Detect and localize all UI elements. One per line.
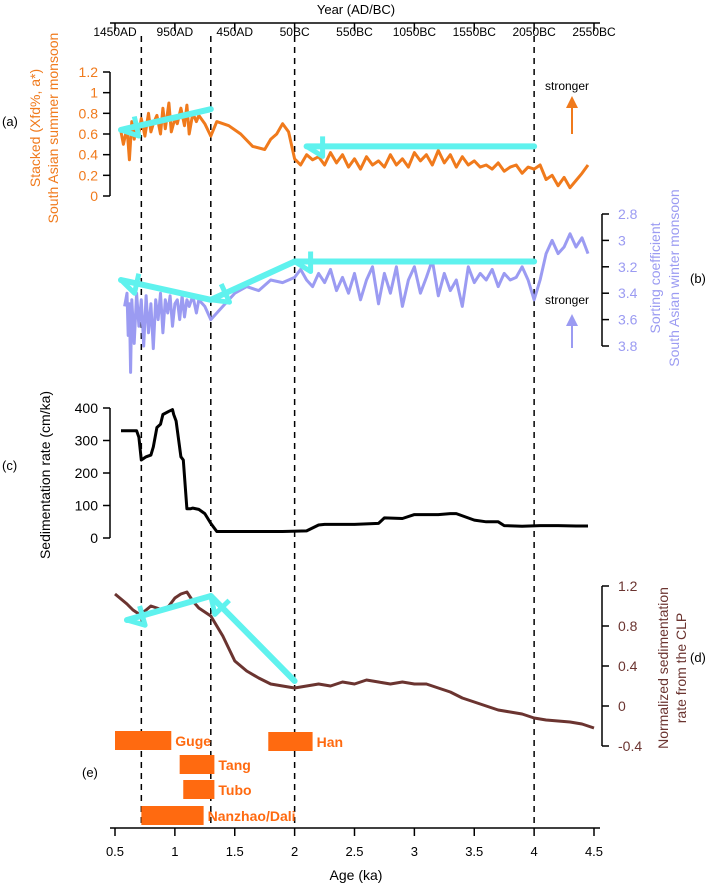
y-tick-label: 2.8 xyxy=(618,206,638,222)
x-tick-label: 3 xyxy=(411,844,418,859)
panel-c-y-axis: 0 100 200 300 400 xyxy=(75,400,111,546)
top-tick-label: 1550BC xyxy=(453,25,497,39)
panel-e: (e) Guge Tang Tubo Nanzhao/Dali Han xyxy=(82,731,343,825)
top-tick-label: 950AD xyxy=(157,25,194,39)
top-tick-label: 1450AD xyxy=(93,25,137,39)
panel-d-label: (d) xyxy=(690,650,706,665)
y-tick-label: 400 xyxy=(75,400,99,416)
y-tick-label: 0.4 xyxy=(618,658,638,674)
trend-arrow-head xyxy=(119,273,142,296)
x-tick-label: 4 xyxy=(531,844,538,859)
top-axis-title: Year (AD/BC) xyxy=(317,2,395,17)
top-tick-label: 550BC xyxy=(336,25,373,39)
trend-arrow-head xyxy=(120,115,142,139)
y-tick-label: 0.8 xyxy=(79,105,99,121)
dynasty-label: Guge xyxy=(175,733,211,749)
y-tick-label: 0.4 xyxy=(79,147,99,163)
y-tick-label: 300 xyxy=(75,433,99,449)
dynasty-bar xyxy=(115,731,172,750)
bottom-axis-ticks: 0.5 1 1.5 2 2.5 3 3.5 4 4.5 xyxy=(106,828,603,859)
trend-arrow-head xyxy=(293,251,314,274)
panel-d-y-axis: -0.4 0 0.4 0.8 1.2 xyxy=(601,578,642,754)
stronger-arrowhead-b xyxy=(566,314,578,326)
x-tick-label: 1.5 xyxy=(226,844,244,859)
panel-d-ylabel-2: rate from the CLP xyxy=(673,613,689,724)
trend-arrow-head xyxy=(305,136,326,159)
panel-d: (d) Normalized sedimentation rate from t… xyxy=(114,578,706,754)
x-tick-label: 0.5 xyxy=(106,844,124,859)
stronger-label-a: stronger xyxy=(545,79,589,93)
top-tick-label: 50BC xyxy=(280,25,310,39)
y-tick-label: 3.2 xyxy=(618,259,638,275)
y-tick-label: 0.8 xyxy=(618,618,638,634)
bottom-axis-title: Age (ka) xyxy=(330,867,383,883)
y-tick-label: 1 xyxy=(90,85,98,101)
x-tick-label: 1 xyxy=(171,844,178,859)
dynasty-label: Tang xyxy=(218,757,250,773)
dynasty-bar xyxy=(141,806,204,825)
panel-b-label: (b) xyxy=(690,271,706,286)
panel-a: (a) Stacked (Xfd%, a*) South Asian summe… xyxy=(2,33,590,224)
x-tick-label: 2.5 xyxy=(345,844,363,859)
y-tick-label: 0 xyxy=(90,188,98,204)
clp-sedimentation-line xyxy=(114,590,595,730)
top-tick-label: 2050BC xyxy=(512,25,556,39)
trend-arrows xyxy=(117,106,538,684)
y-tick-label: 3 xyxy=(618,232,626,248)
panel-d-ylabel-1: Normalized sedimentation xyxy=(655,587,671,749)
stronger-arrowhead-a xyxy=(566,96,578,108)
dynasty-bar xyxy=(179,755,215,774)
y-tick-label: 3.6 xyxy=(618,312,638,328)
panel-a-y-axis: 0 0.2 0.4 0.6 0.8 1 1.2 xyxy=(79,64,111,204)
panel-c: (c) Sedimentation rate (cm/ka) 0 100 200 30… xyxy=(2,391,588,559)
x-tick-label: 2 xyxy=(291,844,298,859)
panel-e-label: (e) xyxy=(82,765,98,780)
top-tick-label: 2550BC xyxy=(572,25,616,39)
panel-c-label: (c) xyxy=(2,458,17,473)
y-tick-label: 0 xyxy=(90,530,98,546)
summer-monsoon-line xyxy=(119,101,590,190)
top-tick-label: 450AD xyxy=(216,25,253,39)
x-tick-label: 4.5 xyxy=(585,844,603,859)
panel-b-y-axis: 2.8 3 3.2 3.4 3.6 3.8 xyxy=(601,206,638,354)
y-tick-label: 0.6 xyxy=(79,126,99,142)
panel-c-ylabel: Sedimentation rate (cm/ka) xyxy=(37,391,53,559)
stronger-label-b: stronger xyxy=(545,293,589,307)
panel-b: (b) Sorting coefficient South Asian wint… xyxy=(123,189,706,374)
panel-a-ylabel-1: Stacked (Xfd%, a*) xyxy=(27,69,43,187)
y-tick-label: 3.8 xyxy=(618,338,638,354)
y-tick-label: 0 xyxy=(618,698,626,714)
y-tick-label: 1.2 xyxy=(79,64,99,80)
dynasty-label: Tubo xyxy=(218,782,251,798)
top-axis-ticks: 1450AD 950AD 450AD 50BC 550BC 1050BC 1550BC 205… xyxy=(93,23,616,39)
trend-arrow-head xyxy=(210,283,232,305)
dynasty-bars: Guge Tang Tubo Nanzhao/Dali Han xyxy=(115,731,343,825)
panel-a-ylabel-2: South Asian summer monsoon xyxy=(45,33,61,224)
trend-arrow-shaft xyxy=(207,593,298,684)
panel-b-ylabel-2: South Asian winter monsoon xyxy=(666,189,682,366)
dynasty-bar xyxy=(268,732,313,751)
dynasty-label: Han xyxy=(317,734,343,750)
x-tick-label: 3.5 xyxy=(465,844,483,859)
dynasty-label: Nanzhao/Dali xyxy=(208,808,296,824)
panel-a-label: (a) xyxy=(2,114,18,129)
y-tick-label: 200 xyxy=(75,465,99,481)
panel-b-ylabel-1: Sorting coefficient xyxy=(647,222,663,333)
dynasty-bar xyxy=(183,780,215,799)
y-tick-label: 0.2 xyxy=(79,167,99,183)
y-tick-label: 100 xyxy=(75,498,99,514)
top-tick-label: 1050BC xyxy=(393,25,437,39)
sedimentation-rate-line xyxy=(121,408,588,533)
y-tick-label: -0.4 xyxy=(618,738,642,754)
event-dashed-lines xyxy=(140,36,535,828)
y-tick-label: 3.4 xyxy=(618,285,638,301)
trend-arrow-head xyxy=(126,605,148,628)
winter-monsoon-line xyxy=(123,232,590,374)
trend-arrow-head xyxy=(208,595,231,617)
y-tick-label: 1.2 xyxy=(618,578,638,594)
